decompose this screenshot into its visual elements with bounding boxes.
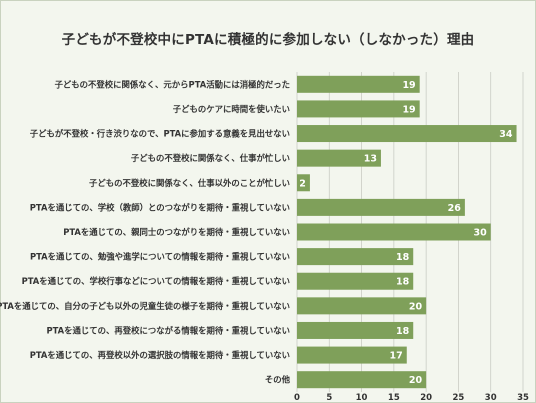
bar [297,125,517,143]
bar [297,297,427,315]
value-label: 20 [409,301,423,312]
bar [297,174,310,192]
bar [297,371,427,389]
bar [297,346,407,364]
category-label: 子どもの不登校に関係なく、元からPTA活動には消極的だった [55,79,290,89]
bar [297,100,420,118]
value-label: 17 [390,351,403,362]
value-label: 19 [402,104,415,115]
value-label: 19 [402,80,415,91]
bar [297,149,381,167]
bar [297,248,414,266]
value-label: 18 [396,326,410,337]
bar [297,321,414,339]
value-label: 20 [409,375,423,386]
category-label: 子どもが不登校・行き渋りなので、PTAに参加する意義を見出せない [30,129,290,139]
category-label: PTAを通じての、自分の子ども以外の児童生徒の様子を期待・重視していない [0,301,290,311]
chart-title: 子どもが不登校中にPTAに積極的に参加しない（しなかった）理由 [61,32,475,48]
value-label: 13 [364,154,377,165]
category-label: PTAを通じての、再登校以外の選択肢の情報を期待・重視していない [30,350,290,360]
bar [297,223,491,241]
x-tick-label: 15 [388,393,400,403]
value-label: 18 [396,277,410,288]
category-label: 子どもの不登校に関係なく、仕事が忙しい [131,153,290,163]
x-axis-ticks: 0 5 10 15 20 25 30 35 [294,393,529,403]
value-label: 18 [396,252,410,263]
category-label: PTAを通じての、学校（教師）とのつながりを期待・重視していない [30,202,290,212]
category-label: 子どものケアに時間を使いたい [173,104,290,114]
bar [297,198,465,216]
value-label: 2 [299,178,306,189]
x-tick-label: 25 [453,393,465,403]
x-tick-label: 5 [326,393,332,403]
category-label: PTAを通じての、親同士のつながりを期待・重視していない [63,227,290,237]
category-labels: 子どもの不登校に関係なく、元からPTA活動には消極的だった子どものケアに時間を使… [0,79,291,384]
category-label: 子どもの不登校に関係なく、仕事以外のことが忙しい [89,178,290,188]
value-labels: 19 19 34 13 2 26 30 18 18 20 18 17 20 [299,80,513,386]
x-tick-label: 35 [517,393,529,403]
x-tick-label: 20 [420,393,432,403]
x-tick-label: 0 [294,393,300,403]
category-label: PTAを通じての、勉強や進学についての情報を期待・重視していない [30,252,290,262]
x-tick-label: 30 [485,393,497,403]
category-label: その他 [265,375,291,385]
category-label: PTAを通じての、再登校につながる情報を期待・重視していない [46,325,290,335]
value-label: 34 [499,129,513,140]
value-label: 26 [448,203,462,214]
value-label: 30 [473,228,487,239]
x-tick-label: 10 [356,393,368,403]
bar [297,75,420,93]
category-label: PTAを通じての、学校行事などについての情報を期待・重視していない [22,276,290,286]
bar [297,272,414,290]
bars [297,75,517,389]
